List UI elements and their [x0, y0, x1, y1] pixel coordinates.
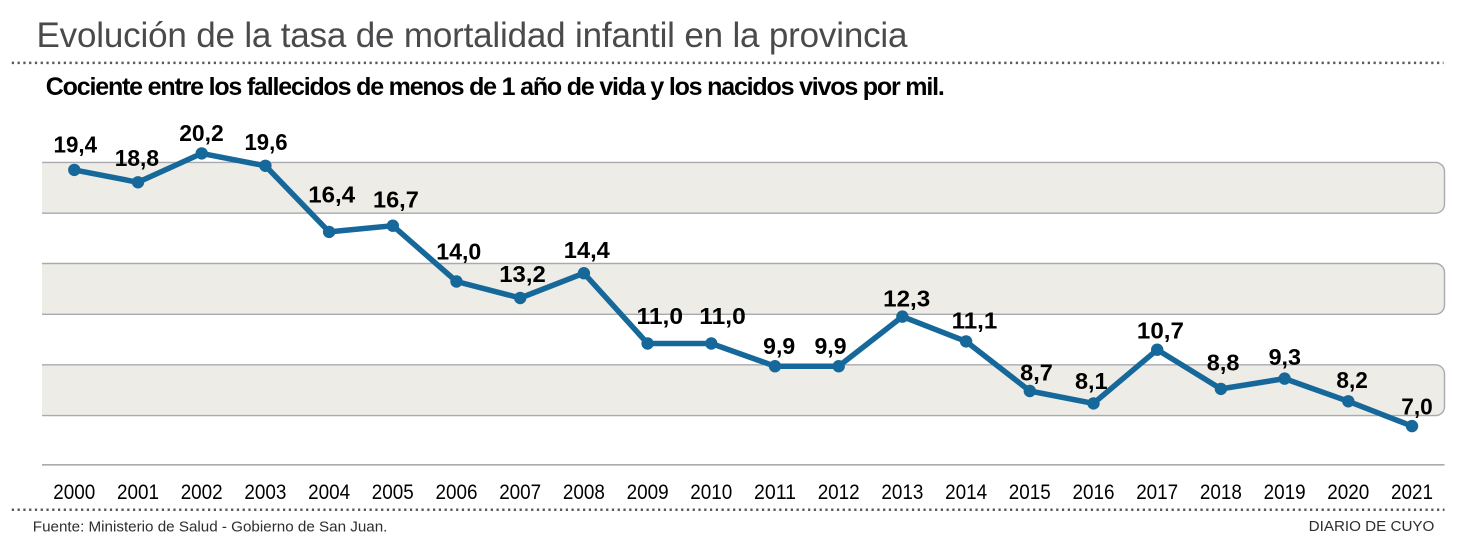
svg-text:9,9: 9,9 [763, 333, 795, 359]
svg-text:16,4: 16,4 [308, 181, 355, 207]
svg-text:16,7: 16,7 [373, 187, 419, 213]
svg-text:2020: 2020 [1327, 480, 1369, 504]
svg-text:2012: 2012 [818, 480, 860, 504]
svg-text:2014: 2014 [945, 480, 987, 504]
svg-text:8,8: 8,8 [1207, 350, 1240, 376]
svg-text:2017: 2017 [1136, 480, 1178, 504]
svg-text:13,2: 13,2 [499, 261, 546, 287]
svg-text:8,2: 8,2 [1336, 367, 1367, 393]
svg-text:9,3: 9,3 [1269, 344, 1301, 370]
svg-text:2003: 2003 [244, 480, 286, 504]
svg-text:14,4: 14,4 [564, 237, 610, 263]
svg-text:14,0: 14,0 [436, 238, 481, 264]
svg-text:2016: 2016 [1073, 480, 1115, 504]
svg-text:2010: 2010 [690, 480, 732, 504]
svg-text:20,2: 20,2 [179, 120, 224, 146]
svg-text:11,0: 11,0 [699, 303, 746, 329]
svg-text:11,0: 11,0 [637, 303, 684, 329]
svg-text:19,4: 19,4 [54, 132, 98, 158]
svg-text:2011: 2011 [754, 480, 796, 504]
svg-text:2004: 2004 [308, 480, 350, 504]
svg-text:8,7: 8,7 [1020, 359, 1053, 385]
svg-text:2005: 2005 [372, 480, 414, 504]
svg-text:2007: 2007 [499, 480, 541, 504]
svg-text:2006: 2006 [436, 480, 478, 504]
svg-text:DIARIO DE CUYO: DIARIO DE CUYO [1309, 518, 1435, 535]
svg-text:2008: 2008 [563, 480, 605, 504]
svg-text:2000: 2000 [53, 480, 95, 504]
svg-text:19,6: 19,6 [245, 129, 288, 155]
svg-text:Cociente entre los fallecidos: Cociente entre los fallecidos de menos d… [46, 73, 945, 101]
svg-text:2021: 2021 [1391, 480, 1433, 504]
svg-text:2001: 2001 [117, 480, 159, 504]
svg-text:9,9: 9,9 [815, 333, 847, 359]
svg-text:2019: 2019 [1264, 480, 1306, 504]
svg-text:10,7: 10,7 [1137, 318, 1184, 344]
svg-text:Evolución de la tasa de mortal: Evolución de la tasa de mortalidad infan… [37, 16, 909, 55]
svg-text:7,0: 7,0 [1401, 394, 1433, 420]
svg-text:12,3: 12,3 [883, 286, 930, 312]
svg-text:18,8: 18,8 [115, 145, 159, 171]
svg-text:2002: 2002 [181, 480, 223, 504]
svg-text:11,1: 11,1 [952, 307, 998, 333]
svg-text:2018: 2018 [1200, 480, 1242, 504]
svg-text:2013: 2013 [881, 480, 923, 504]
svg-text:2015: 2015 [1009, 480, 1051, 504]
svg-text:Fuente: Ministerio de Salud -: Fuente: Ministerio de Salud - Gobierno d… [33, 519, 388, 536]
svg-text:2009: 2009 [627, 480, 669, 504]
svg-text:8,1: 8,1 [1075, 368, 1108, 394]
